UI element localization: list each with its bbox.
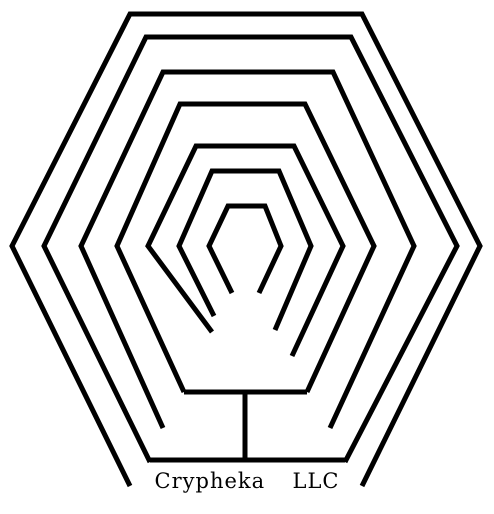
- hexagon-ring-5: [148, 146, 343, 356]
- hexagon-ring-3: [81, 72, 414, 428]
- hexagon-ring-6: [179, 171, 311, 330]
- hexagon-ring-2: [44, 37, 457, 462]
- hexagon-ring-7: [209, 206, 281, 293]
- company-name: Crypheka LLC: [0, 466, 494, 496]
